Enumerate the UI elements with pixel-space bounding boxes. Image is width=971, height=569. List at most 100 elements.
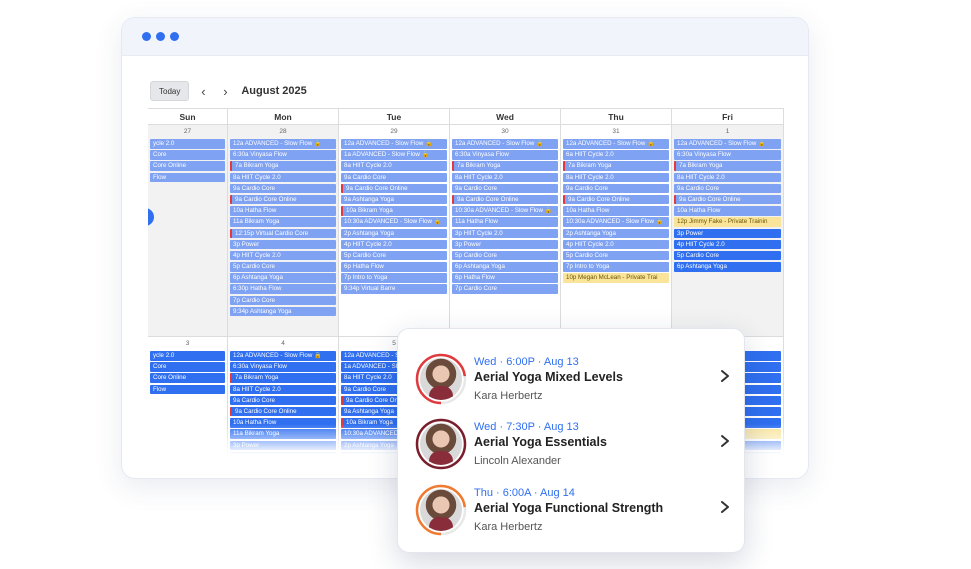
calendar-event[interactable]: 12a ADVANCED - Slow Flow 🔒 <box>230 139 336 149</box>
calendar-event[interactable]: 9a Ashtanga Yoga <box>341 406 447 417</box>
calendar-event[interactable]: 7p Intro to Yoga <box>341 273 447 283</box>
scroll-handle[interactable] <box>148 208 154 226</box>
calendar-event[interactable]: 6p Ashtanga Yoga <box>452 262 558 272</box>
calendar-event[interactable]: 10a Hatha Flow <box>230 418 336 428</box>
calendar-event[interactable]: 10a Hatha Flow <box>563 206 669 216</box>
calendar-event[interactable]: ycle 2.0 <box>150 139 225 149</box>
calendar-event[interactable]: 7a Bikram Yoga <box>674 161 781 171</box>
calendar-event[interactable]: 12a ADVANCED - Slow Flow 🔒 <box>341 139 447 149</box>
calendar-event[interactable]: 12a ADVANCED - Slow Flow 🔒 <box>341 351 447 361</box>
calendar-event[interactable]: 10a Bikram Yoga <box>341 418 447 428</box>
calendar-event[interactable]: ycle 2.0 <box>150 351 225 361</box>
calendar-event[interactable]: 3p Power <box>674 228 781 238</box>
calendar-event[interactable]: 1a ADVANCED - Slow Flow 🔒 <box>341 150 447 160</box>
chevron-right-icon[interactable] <box>718 497 732 517</box>
calendar-event[interactable]: 6:30a Vinyasa Flow <box>230 362 336 372</box>
calendar-event[interactable]: 7p Cardio Core <box>452 284 558 294</box>
calendar-event[interactable]: 11a Bikram Yoga <box>230 217 336 227</box>
calendar-event[interactable]: 9a Cardio Core Online <box>341 183 447 194</box>
calendar-event[interactable]: 9a Cardio Core <box>341 384 447 395</box>
calendar-event[interactable]: 7a Bikram Yoga <box>230 161 336 171</box>
calendar-event[interactable]: 8a HIIT Cycle 2.0 <box>563 172 669 183</box>
calendar-event[interactable]: 2p Ashtanga Yoga <box>563 228 669 238</box>
calendar-event[interactable]: 9:34p Virtual Barre <box>341 284 447 294</box>
calendar-event[interactable]: 6:30a Vinyasa Flow <box>674 150 781 160</box>
calendar-event[interactable]: 9a Cardio Core <box>230 183 336 194</box>
calendar-event[interactable]: 7p Cardio Core <box>230 295 336 306</box>
calendar-event[interactable]: 7a Bikram Yoga <box>230 373 336 383</box>
calendar-event[interactable]: 12a ADVANCED - Slow Flow 🔒 <box>230 351 336 361</box>
calendar-event[interactable]: 6p Ashtanga Yoga <box>230 273 336 283</box>
calendar-event[interactable]: 6:30p Hatha Flow <box>230 284 336 294</box>
calendar-event[interactable]: 5p Cardio Core <box>452 250 558 261</box>
calendar-event[interactable]: 11a Hatha Flow <box>452 217 558 227</box>
calendar-event[interactable]: 6p Hatha Flow <box>452 273 558 283</box>
calendar-event[interactable]: 9a Cardio Core <box>563 183 669 194</box>
day-cell[interactable]: 31 12a ADVANCED - Slow Flow 🔒 6a HIIT Cycl… <box>561 125 672 336</box>
calendar-event[interactable]: 6p Ashtanga Yoga <box>674 262 781 272</box>
calendar-event[interactable]: 4p HIIT Cycle 2.0 <box>674 239 781 250</box>
calendar-event[interactable]: 4p HIIT Cycle 2.0 <box>563 239 669 250</box>
calendar-event[interactable]: 10:30a ADVANCED - Slow Flow 🔒 <box>341 217 447 227</box>
calendar-event[interactable]: 5p Cardio Core <box>563 250 669 261</box>
calendar-event[interactable]: 2p Ashtanga Yoga <box>341 228 447 238</box>
day-cell[interactable]: 1 12a ADVANCED - Slow Flow 🔒 6:30a Vinyasa… <box>672 125 784 336</box>
calendar-event[interactable]: 7a Bikram Yoga <box>563 161 669 171</box>
calendar-event[interactable]: 6p Hatha Flow <box>341 262 447 272</box>
calendar-event[interactable]: 8a HIIT Cycle 2.0 <box>230 384 336 395</box>
calendar-event[interactable]: 10p Megan McLean - Private Trai <box>563 273 669 283</box>
calendar-event[interactable]: 7p Intro to Yoga <box>563 262 669 272</box>
calendar-event[interactable]: 8a HIIT Cycle 2.0 <box>230 172 336 183</box>
calendar-event[interactable]: 4p HIIT Cycle 2.0 <box>341 239 447 250</box>
calendar-event[interactable]: 3p HIIT Cycle 2.0 <box>452 228 558 238</box>
calendar-event[interactable]: 5p Cardio Core <box>341 250 447 261</box>
calendar-event[interactable]: 9a Cardio Core Online <box>230 194 336 205</box>
calendar-event[interactable]: 4p HIIT Cycle 2.0 <box>230 250 336 261</box>
chevron-right-icon[interactable] <box>718 366 732 386</box>
chevron-right-icon[interactable] <box>718 431 732 451</box>
calendar-event[interactable]: 10a Bikram Yoga <box>341 206 447 216</box>
calendar-event[interactable]: 12a ADVANCED - Slow Flow 🔒 <box>563 139 669 149</box>
calendar-event[interactable]: 9a Ashtanga Yoga <box>341 194 447 205</box>
calendar-event[interactable]: 9a Cardio Core Onli <box>341 395 447 406</box>
calendar-event[interactable]: Flow <box>150 384 225 395</box>
calendar-event[interactable]: 1a ADVANCED - Slow <box>341 362 447 372</box>
calendar-event[interactable]: 8a HIIT Cycle 2.0 <box>341 161 447 171</box>
calendar-event[interactable]: 9a Cardio Core Online <box>674 194 781 205</box>
calendar-event[interactable]: 5p Cardio Core <box>674 250 781 261</box>
calendar-event[interactable]: Flow <box>150 172 225 183</box>
class-list-item[interactable]: Wed · 6:00P · Aug 13 Aerial Yoga Mixed L… <box>398 346 746 410</box>
calendar-event[interactable]: 9a Cardio Core <box>230 395 336 406</box>
calendar-event[interactable]: 9a Cardio Core Online <box>563 194 669 205</box>
calendar-event[interactable]: 6:30a Vinyasa Flow <box>230 150 336 160</box>
calendar-event[interactable]: 10a Hatha Flow <box>230 206 336 216</box>
day-cell[interactable]: 29 12a ADVANCED - Slow Flow 🔒 1a ADVANCED … <box>339 125 450 336</box>
calendar-event[interactable]: 12p Jimmy Fake - Private Trainin <box>674 217 781 227</box>
calendar-event[interactable]: 7a Bikram Yoga <box>452 161 558 171</box>
calendar-event[interactable]: 9:34p Ashtanga Yoga <box>230 306 336 317</box>
calendar-event[interactable]: 8a HIIT Cycle 2.0 <box>674 172 781 183</box>
calendar-event[interactable]: 9a Cardio Core <box>341 172 447 183</box>
calendar-event[interactable]: 12:15p Virtual Cardio Core <box>230 228 336 238</box>
calendar-event[interactable]: 3p Power <box>230 239 336 250</box>
calendar-event[interactable]: 10:30a ADVANCED - Slow Flow 🔒 <box>563 217 669 227</box>
chevron-left-icon[interactable]: ‹ <box>201 83 206 99</box>
class-list-item[interactable]: Thu · 6:00A · Aug 14 Aerial Yoga Functio… <box>398 477 746 541</box>
calendar-event[interactable]: Core <box>150 362 225 372</box>
chevron-right-icon[interactable]: › <box>223 83 228 99</box>
calendar-event[interactable]: 6:30a Vinyasa Flow <box>452 150 558 160</box>
calendar-event[interactable]: Core Online <box>150 373 225 383</box>
class-list-item[interactable]: Wed · 7:30P · Aug 13 Aerial Yoga Essenti… <box>398 411 746 475</box>
calendar-event[interactable]: 9a Cardio Core <box>452 183 558 194</box>
day-cell[interactable]: 28 12a ADVANCED - Slow Flow 🔒 6:30a Vinyas… <box>228 125 339 336</box>
calendar-event[interactable]: 12a ADVANCED - Slow Flow 🔒 <box>674 139 781 149</box>
calendar-event[interactable]: 10:30a ADVANCED - Slow Flow 🔒 <box>452 206 558 216</box>
calendar-event[interactable]: 9a Cardio Core <box>674 183 781 194</box>
calendar-event[interactable]: 9a Cardio Core Online <box>452 194 558 205</box>
calendar-event[interactable]: 8a HIIT Cycle 2.0 <box>452 172 558 183</box>
day-cell[interactable]: 27 ycle 2.0 Core Core Online Flow <box>148 125 228 336</box>
calendar-event[interactable]: 5p Cardio Core <box>230 262 336 272</box>
calendar-event[interactable]: Core Online <box>150 161 225 171</box>
calendar-event[interactable]: 6a HIIT Cycle 2.0 <box>563 150 669 160</box>
calendar-event[interactable]: 8a HIIT Cycle 2.0 <box>341 373 447 383</box>
